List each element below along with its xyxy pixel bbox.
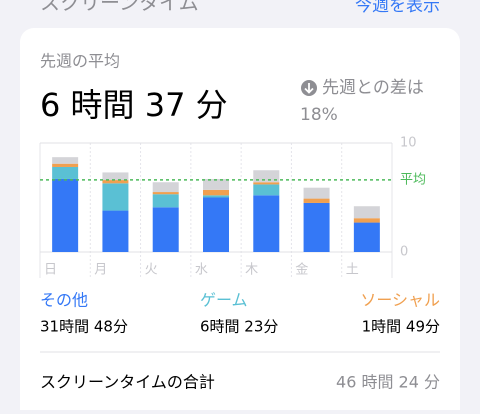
show-week-link[interactable]: 今週を表示 xyxy=(355,0,440,16)
bar-segment xyxy=(52,157,79,164)
x-tick-label: 日 xyxy=(44,263,57,278)
section-title: スクリーンタイム xyxy=(40,0,199,15)
bar-segment xyxy=(303,187,330,199)
x-tick-label: 土 xyxy=(346,263,359,278)
diff-value: 18% xyxy=(300,105,338,125)
y-tick-label: 10 xyxy=(400,136,417,151)
down-arrow xyxy=(304,83,314,94)
bar-segment xyxy=(102,180,129,184)
x-tick-label: 月 xyxy=(94,263,107,278)
total-value: 46 時間 24 分 xyxy=(336,373,440,392)
legend-total: 6時間 23分 xyxy=(200,318,278,336)
diff-label: 先週との差は xyxy=(322,78,424,98)
bar-segment xyxy=(353,222,380,252)
bar-segment xyxy=(52,178,79,252)
bar-segment xyxy=(203,197,229,252)
legend-name: ソーシャル xyxy=(360,291,440,310)
bar-segment xyxy=(152,194,179,208)
card xyxy=(20,28,460,414)
legend-name: ゲーム xyxy=(200,291,248,310)
bar-segment xyxy=(152,192,179,195)
x-tick-label: 木 xyxy=(245,263,258,278)
legend-name: その他 xyxy=(40,291,88,310)
bar-segment xyxy=(203,195,229,198)
bar-segment xyxy=(102,210,129,252)
bar-segment xyxy=(253,195,280,252)
x-tick-label: 金 xyxy=(295,262,308,278)
bar-segment xyxy=(102,183,129,211)
bar-segment xyxy=(303,198,330,203)
bar-segment xyxy=(52,163,79,167)
bar-segment xyxy=(152,207,179,252)
bar-segment xyxy=(203,178,229,190)
bar-segment xyxy=(253,182,280,185)
x-tick-label: 水 xyxy=(195,263,208,278)
x-tick-label: 火 xyxy=(145,263,158,278)
bar-segment xyxy=(102,172,129,181)
bar-segment xyxy=(303,202,330,252)
legend-total: 31時間 48分 xyxy=(40,318,128,336)
bar-segment xyxy=(253,170,280,183)
average-label: 平均 xyxy=(400,172,426,187)
bar-segment xyxy=(152,182,179,193)
bar-segment xyxy=(52,166,79,179)
average-value: 6 時間 37 分 xyxy=(40,86,228,124)
legend-total: 1時間 49分 xyxy=(362,318,440,336)
average-label: 先週の平均 xyxy=(40,52,120,71)
bar-segment xyxy=(253,184,280,196)
bar-segment xyxy=(203,189,229,196)
total-label: スクリーンタイムの合計 xyxy=(40,373,215,392)
y-tick-label: 0 xyxy=(400,245,408,260)
bar-segment xyxy=(353,218,380,223)
bar-segment xyxy=(353,206,380,219)
